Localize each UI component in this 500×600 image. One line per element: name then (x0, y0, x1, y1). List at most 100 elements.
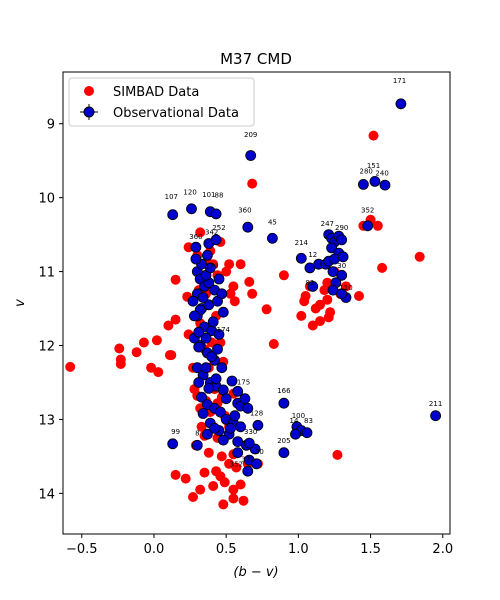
simbad-point (151, 335, 162, 346)
simbad-point (322, 294, 333, 305)
point-label: 179 (205, 263, 218, 271)
simbad-point (268, 339, 279, 349)
x-axis-label: (b − v) (233, 565, 278, 580)
x-tick-label: 1.0 (288, 542, 309, 557)
simbad-point (170, 274, 181, 285)
point-label: 99 (171, 428, 180, 436)
observational-point (210, 373, 222, 385)
point-label: 175 (237, 379, 250, 387)
simbad-point (216, 451, 227, 462)
observational-point (430, 410, 442, 422)
observational-point (186, 203, 197, 215)
observational-point (307, 280, 319, 292)
observational-point (216, 362, 228, 374)
simbad-point (278, 270, 289, 281)
point-label: 372 (241, 456, 254, 464)
observational-point (217, 306, 229, 318)
point-label: 30 (337, 262, 346, 270)
observational-point (214, 406, 226, 418)
simbad-point (296, 310, 307, 321)
observational-point (187, 295, 199, 307)
observational-point (278, 447, 290, 459)
point-label: 280 (360, 167, 373, 175)
y-tick-label: 12 (38, 340, 55, 355)
observational-point (207, 316, 219, 328)
y-tick-label: 14 (38, 487, 55, 502)
point-label: 360 (189, 233, 202, 241)
y-tick-label: 11 (38, 266, 55, 281)
y-axis-label: v (13, 299, 28, 307)
observational-point (242, 465, 254, 477)
observational-point (290, 428, 301, 440)
observational-point (362, 220, 374, 232)
simbad-point (115, 359, 126, 369)
x-tick-label: 2.0 (432, 542, 453, 557)
simbad-point (247, 288, 258, 299)
point-label: 342 (205, 229, 218, 237)
point-label: 8 (195, 430, 199, 438)
observational-point (336, 269, 348, 281)
observational-point (209, 422, 221, 434)
point-label: 128 (250, 410, 263, 418)
simbad-point (163, 320, 174, 331)
point-label: 107 (165, 193, 178, 201)
simbad-point (138, 337, 149, 348)
legend-label-simbad: SIMBAD Data (113, 85, 199, 100)
simbad-point (146, 362, 157, 373)
simbad-point (229, 296, 240, 307)
observational-point (210, 234, 222, 246)
observational-point (197, 408, 209, 419)
simbad-point (195, 227, 206, 238)
simbad-point (354, 291, 364, 301)
observational-point (226, 375, 238, 387)
point-label: 12 (308, 251, 317, 259)
observational-point (225, 422, 236, 434)
observational-point (167, 438, 179, 450)
observational-point (336, 234, 348, 246)
plot-frame (62, 71, 451, 535)
simbad-point (244, 276, 255, 287)
observational-point (245, 150, 257, 161)
point-label: 14 (290, 417, 299, 425)
point-label: 30 (255, 448, 264, 456)
point-label: 151 (367, 162, 380, 170)
simbad-point (228, 281, 239, 292)
observational-point (220, 393, 232, 405)
point-label: 88 (215, 192, 224, 200)
observational-point (190, 241, 202, 253)
x-tick-label: 0.5 (216, 542, 237, 557)
simbad-point (332, 449, 343, 460)
observational-point (204, 262, 216, 274)
observational-point (213, 273, 225, 285)
simbad-point (199, 467, 210, 478)
observational-point (337, 251, 349, 263)
simbad-point (414, 251, 425, 262)
point-label: 100 (292, 412, 305, 420)
observational-point (193, 377, 205, 388)
observational-point (229, 410, 241, 422)
observational-point (266, 232, 278, 244)
observational-point (295, 252, 307, 264)
simbad-point (188, 492, 198, 502)
simbad-point (65, 361, 76, 372)
observational-point (203, 382, 215, 394)
observational-point (217, 434, 229, 446)
point-label: 83 (304, 417, 313, 425)
simbad-point (377, 262, 388, 273)
simbad-point (180, 473, 191, 484)
simbad-point (208, 481, 219, 491)
observational-point (379, 179, 391, 191)
observational-point (167, 209, 179, 221)
simbad-point (322, 277, 333, 288)
simbad-point (170, 469, 181, 480)
observational-point (201, 428, 213, 440)
point-label: 214 (295, 239, 309, 247)
point-label: 205 (277, 437, 290, 445)
simbad-point (307, 320, 318, 331)
point-label: 247 (321, 220, 334, 228)
simbad-point (228, 493, 239, 504)
point-label: 290 (335, 224, 348, 232)
simbad-point (315, 316, 325, 327)
y-tick-label: 13 (38, 413, 55, 428)
